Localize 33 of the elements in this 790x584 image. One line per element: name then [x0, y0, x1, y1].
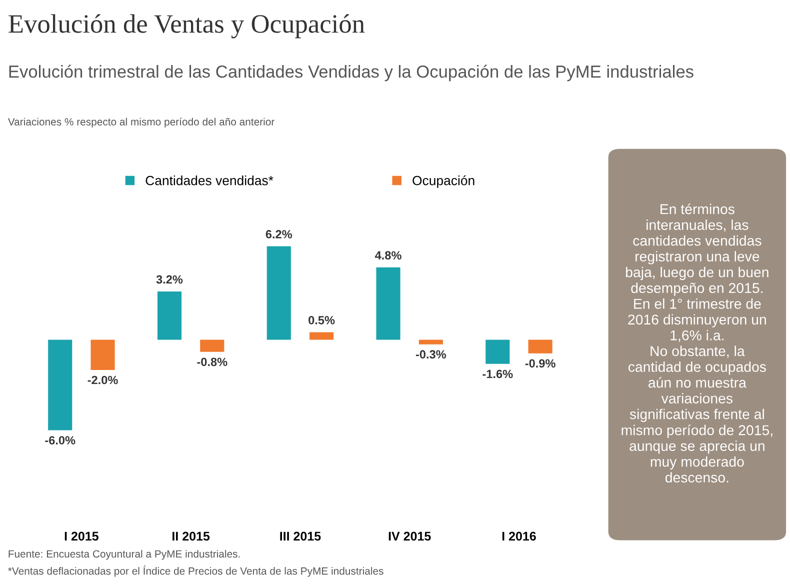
data-label: -0.9%	[525, 359, 556, 368]
data-label: 6.2%	[266, 230, 292, 238]
text: *Ventas deflacionadas por el Índice de Precios de Venta de las PyME industriales	[8, 566, 384, 577]
bar	[310, 332, 334, 340]
data-label: -6.0%	[45, 436, 76, 444]
bar	[376, 267, 400, 340]
text: Variaciones % respecto al mismo período del año anterior	[8, 118, 274, 128]
x-tick-label: IV 2015	[388, 532, 431, 541]
legend-label: Ocupación	[412, 175, 474, 188]
data-label: -2.0%	[88, 376, 118, 384]
bar	[418, 340, 443, 344]
bar	[200, 340, 224, 352]
bar	[528, 340, 552, 354]
bar	[486, 340, 510, 364]
data-label: -1.6%	[482, 370, 513, 378]
bar	[48, 340, 72, 430]
source-note: Fuente: Encuesta Coyuntural a PyME industriales.	[8, 550, 240, 560]
bar	[90, 340, 115, 370]
legend-label: Cantidades vendidas*	[146, 176, 274, 186]
bar	[157, 292, 182, 340]
data-label: 4.8%	[374, 251, 402, 260]
data-label: 3.2%	[156, 275, 183, 284]
data-label: 0.5%	[308, 316, 335, 324]
data-label: -0.8%	[197, 358, 228, 366]
bar	[266, 246, 291, 340]
x-tick-label: I 2015	[64, 532, 98, 541]
chart-title: Evolución de Ventas y Ocupación	[8, 14, 365, 38]
x-tick-label: III 2015	[280, 532, 321, 541]
text: En términos interanuales, las cantidades vendidas registraron una leve baja, luego de un buen desempeño en 2015. En el 1° trimestre de 2016 disminuyeron un 1,6% i.a. No obstante, la cantidad de ocupados aún no muestra variaciones significativas frente al mismo período de 2015, aunque se aprecia un muy moderado descenso.	[622, 204, 772, 483]
x-tick-label: II 2015	[172, 532, 210, 541]
data-label: -0.3%	[416, 350, 446, 359]
chart-subtitle: Evolución trimestral de las Cantidades Vendidas y la Ocupación de las PyME industriales	[9, 64, 694, 82]
x-tick-label: I 2016	[502, 532, 536, 541]
